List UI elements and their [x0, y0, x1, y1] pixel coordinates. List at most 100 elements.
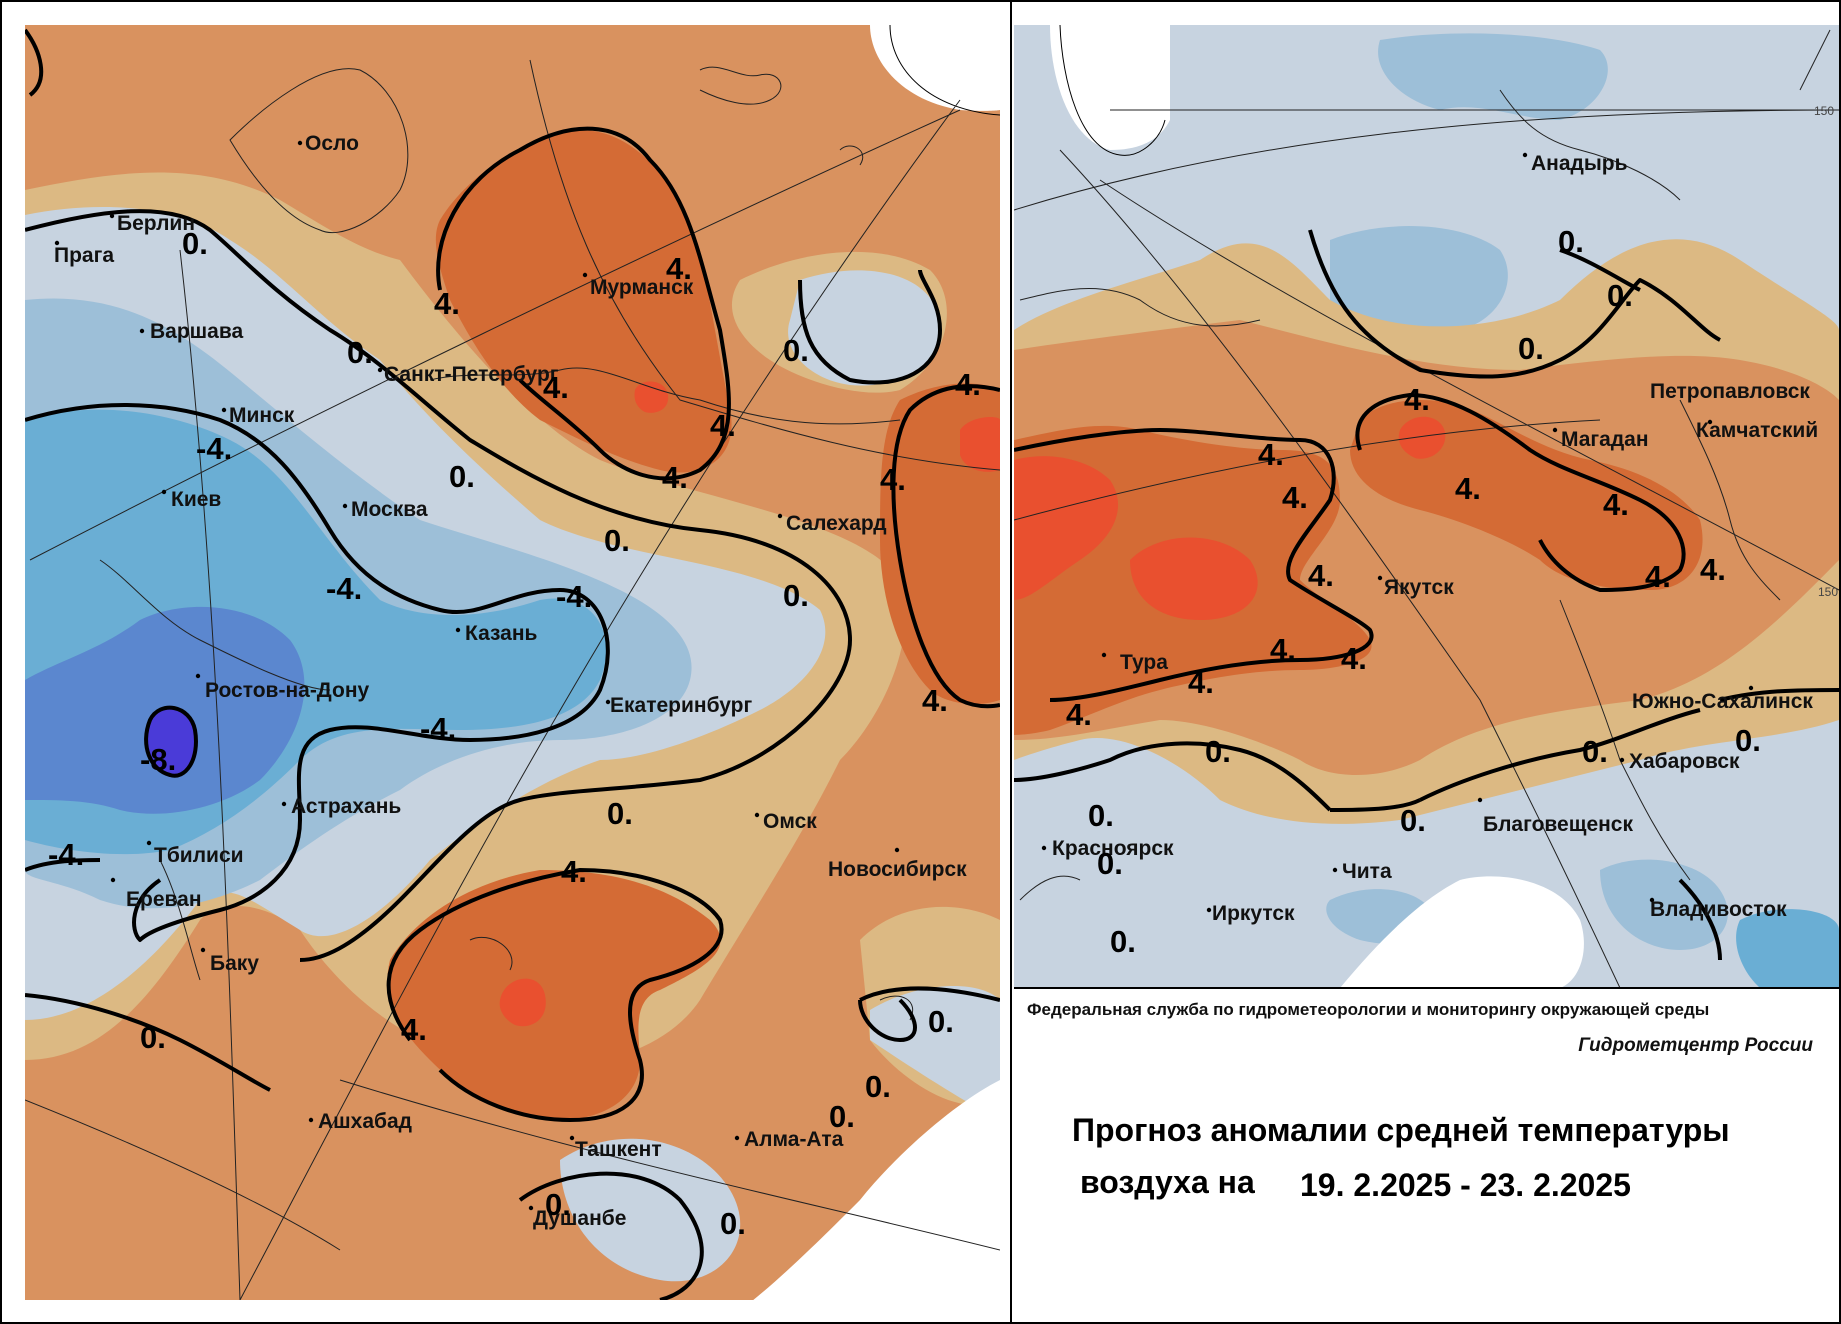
city-astrakhan: Астрахань	[281, 795, 401, 818]
svg-text:4.: 4.	[662, 460, 688, 495]
svg-text:Анадырь: Анадырь	[1531, 152, 1628, 175]
outside-domain-r-south	[1340, 876, 1584, 988]
svg-text:Тбилиси: Тбилиси	[154, 844, 244, 867]
city-warsaw: Варшава	[139, 320, 243, 343]
svg-text:4.: 4.	[880, 462, 906, 497]
svg-text:0.: 0.	[449, 459, 475, 494]
city-chita: Чита	[1332, 860, 1392, 883]
polar-cap-outline-right	[1059, 25, 1166, 156]
svg-text:Хабаровск: Хабаровск	[1629, 750, 1740, 773]
isoline-4-east	[891, 384, 1000, 709]
city-oslo: Осло	[297, 132, 359, 155]
isoline-0-sw	[25, 28, 44, 97]
city-tashkent: Ташкент	[569, 1135, 662, 1161]
svg-text:4.: 4.	[543, 370, 569, 405]
isoline-0-se2	[858, 998, 917, 1042]
isoline-minus4-big	[25, 403, 610, 942]
svg-text:-4.: -4.	[326, 571, 362, 606]
isoline-0-r-sw	[1014, 741, 1332, 812]
city-almaty: Алма-Ата	[734, 1128, 844, 1151]
city-salekhard: Салехард	[777, 512, 887, 535]
svg-text:4.: 4.	[561, 854, 587, 889]
svg-text:Ташкент: Ташкент	[575, 1138, 662, 1161]
svg-text:Прага: Прага	[54, 244, 114, 267]
svg-text:0.: 0.	[1735, 723, 1761, 758]
svg-text:4.: 4.	[1455, 471, 1481, 506]
svg-text:0.: 0.	[607, 796, 633, 831]
svg-text:Омск: Омск	[763, 810, 817, 833]
svg-text:Якутск: Якутск	[1384, 576, 1454, 599]
city-minsk: Минск	[221, 404, 295, 427]
left-map: Осло Берлин Прага Варшава Минск Киев Мос…	[25, 25, 1000, 1300]
svg-text:0.: 0.	[1110, 924, 1136, 959]
svg-text:Казань: Казань	[465, 622, 538, 645]
svg-text:-8.: -8.	[140, 742, 176, 777]
city-irkutsk: Иркутск	[1206, 902, 1295, 925]
svg-text:0.: 0.	[865, 1069, 891, 1104]
isoline-4-r-e	[1355, 393, 1686, 592]
city-prague: Прага	[54, 240, 114, 267]
svg-text:0.: 0.	[1088, 798, 1114, 833]
title-line-1: Прогноз аномалии средней температуры	[1072, 1112, 1730, 1148]
outside-domain-se	[753, 1080, 1000, 1300]
svg-text:0.: 0.	[829, 1099, 855, 1134]
isoline-0-se	[859, 986, 1000, 1002]
anomaly-core-lt-minus8	[146, 707, 196, 776]
coastlines-left	[99, 66, 914, 1021]
svg-text:4.: 4.	[1603, 487, 1629, 522]
svg-text:0.: 0.	[1558, 224, 1584, 259]
city-anadyr: Анадырь	[1522, 152, 1628, 175]
svg-text:0.: 0.	[1400, 803, 1426, 838]
city-moscow: Москва	[342, 498, 428, 521]
svg-text:Душанбе: Душанбе	[533, 1207, 626, 1230]
svg-text:4.: 4.	[710, 408, 736, 443]
city-petropavlovsk: Петропавловск	[1650, 380, 1810, 403]
svg-text:Баку: Баку	[210, 952, 259, 975]
svg-text:0.: 0.	[928, 1004, 954, 1039]
svg-text:Санкт-Петербург: Санкт-Петербург	[384, 363, 559, 386]
center-name: Гидрометцентр России	[1578, 1035, 1813, 1056]
svg-text:Салехард: Салехард	[786, 512, 887, 535]
svg-text:Киев: Киев	[171, 488, 221, 511]
svg-text:4.: 4.	[1188, 665, 1214, 700]
svg-text:Владивосток: Владивосток	[1650, 898, 1787, 921]
isoline-0-south-far	[518, 1171, 704, 1300]
city-ekaterinburg: Екатеринбург	[605, 694, 753, 717]
svg-text:Ереван: Ереван	[126, 888, 202, 911]
cities-left: Осло Берлин Прага Варшава Минск Киев Мос…	[54, 132, 967, 1230]
isoline-0-r-far	[1678, 878, 1722, 961]
isolines-left	[25, 28, 1000, 1300]
isoline-0-north	[25, 209, 852, 962]
city-baku: Баку	[200, 947, 259, 975]
svg-text:0.: 0.	[783, 578, 809, 613]
svg-text:4.: 4.	[1341, 641, 1367, 676]
anomaly-band-minus4-minus2-r4	[1600, 859, 1728, 950]
anomaly-core-gt8-r1	[1014, 456, 1119, 600]
grid-label-150-top: 150	[1814, 104, 1834, 118]
svg-text:-4.: -4.	[48, 837, 84, 872]
svg-text:0.: 0.	[1607, 278, 1633, 313]
svg-text:Осло: Осло	[305, 132, 359, 155]
dushanbe-zero-label: 0.	[545, 1187, 571, 1222]
anomaly-band-minus2-0-ne	[788, 270, 942, 386]
svg-text:Иркутск: Иркутск	[1212, 902, 1295, 925]
svg-text:4.: 4.	[401, 1012, 427, 1047]
svg-text:0.: 0.	[347, 335, 373, 370]
isolines-right	[1014, 229, 1839, 961]
svg-text:4.: 4.	[1404, 382, 1430, 417]
svg-text:0.: 0.	[783, 333, 809, 368]
city-yakutsk: Якутск	[1377, 575, 1454, 599]
city-khabarovsk: Хабаровск	[1619, 750, 1740, 773]
city-spb: Санкт-Петербург	[377, 363, 559, 386]
svg-text:-4.: -4.	[420, 711, 456, 746]
svg-text:Варшава: Варшава	[150, 320, 243, 343]
svg-text:Благовещенск: Благовещенск	[1483, 813, 1633, 836]
svg-text:Астрахань: Астрахань	[291, 795, 401, 818]
city-rostov: Ростов-на-Дону	[195, 673, 370, 702]
svg-text:Мурманск: Мурманск	[590, 276, 694, 299]
svg-text:0.: 0.	[1518, 331, 1544, 366]
svg-text:0.: 0.	[1097, 846, 1123, 881]
svg-text:4.: 4.	[1308, 558, 1334, 593]
